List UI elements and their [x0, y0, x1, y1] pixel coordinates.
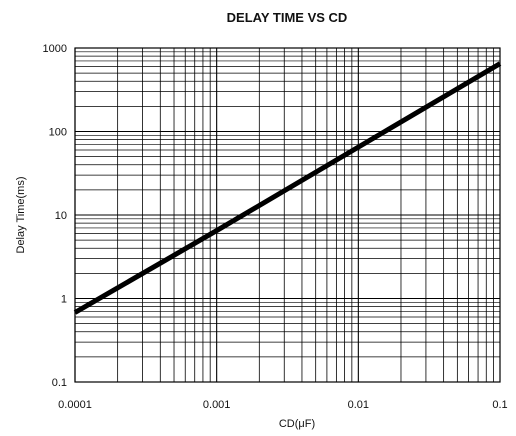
x-tick-labels: 0.0001 0.001 0.01 0.1	[58, 399, 507, 411]
series-line	[73, 61, 502, 315]
y-tick-label: 1000	[43, 43, 67, 55]
series-group	[73, 61, 502, 315]
y-tick-label: 100	[49, 127, 67, 139]
x-tick-label: 0.01	[348, 399, 369, 411]
y-tick-label: 10	[55, 210, 67, 222]
x-axis-label: CD(μF)	[279, 418, 315, 430]
x-tick-label: 0.001	[203, 399, 231, 411]
y-tick-label: 0.1	[52, 377, 67, 389]
plot-grid	[74, 48, 500, 383]
plot-frame	[74, 47, 501, 383]
y-tick-label: 1	[61, 294, 67, 306]
y-axis-label: Delay Time(ms)	[15, 176, 27, 253]
x-tick-label: 0.1	[492, 399, 507, 411]
chart-title: DELAY TIME VS CD	[227, 10, 348, 25]
x-tick-label: 0.0001	[58, 399, 92, 411]
y-tick-labels: 0.1 1 10 100 1000	[43, 43, 67, 389]
